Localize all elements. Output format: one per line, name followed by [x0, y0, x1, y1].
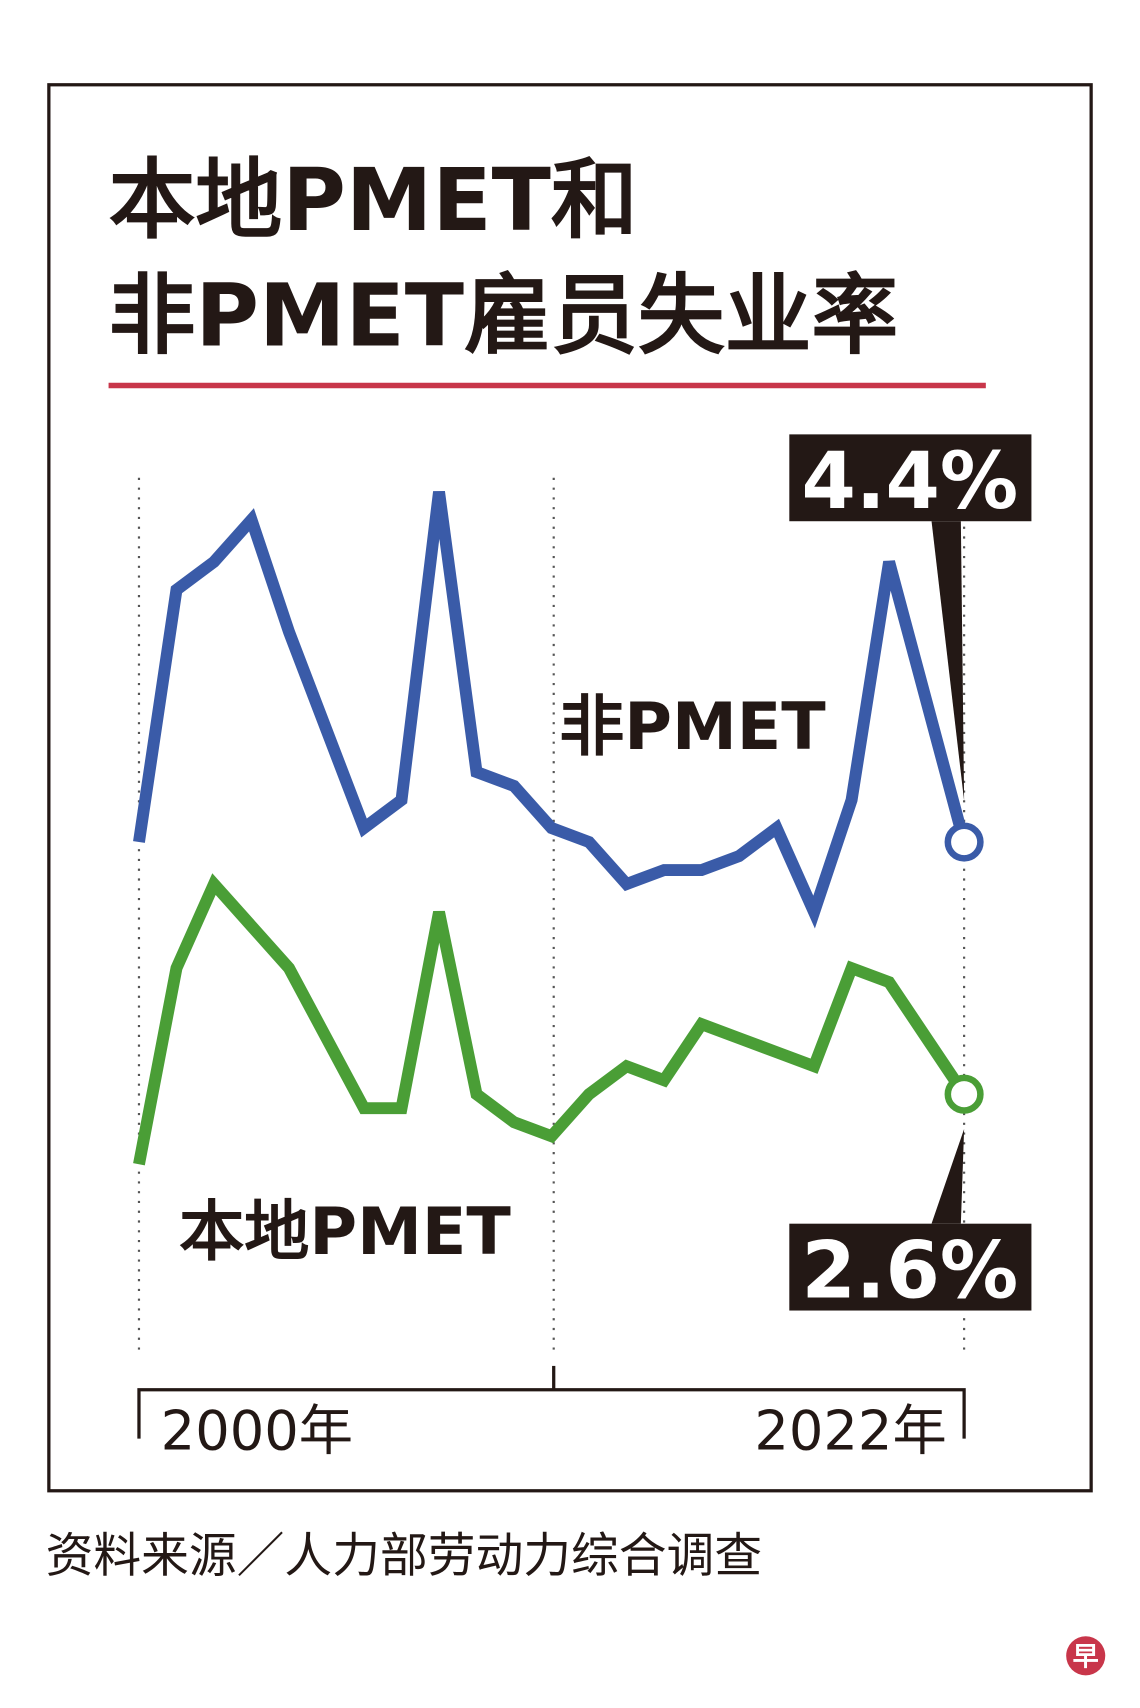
guides	[137, 477, 966, 1358]
chart-title: 非PMET雇员失业率	[109, 265, 899, 366]
callout-box	[789, 1223, 1032, 1311]
value-label: 2.6%	[801, 1226, 1018, 1317]
series-line	[133, 873, 970, 1166]
series-label: 非PMET	[559, 690, 826, 765]
callout-tail	[931, 1128, 965, 1224]
x-axis	[137, 1365, 966, 1439]
end-marker	[944, 1074, 984, 1114]
chart-title: 本地PMET和	[109, 150, 638, 251]
logo-text: 早	[1073, 1643, 1099, 1673]
source: 资料来源／人力部劳动力综合调查	[46, 1529, 762, 1584]
logo	[1066, 1636, 1106, 1676]
x-tick-label: 2022年	[754, 1400, 946, 1463]
series-label: 本地PMET	[179, 1195, 511, 1270]
series-line	[133, 491, 970, 929]
value-label: 4.4%	[801, 436, 1018, 527]
axis-bracket	[137, 1388, 966, 1439]
frame	[47, 83, 1093, 1493]
callout-box	[789, 434, 1032, 522]
x-tick-label: 2000年	[161, 1400, 353, 1463]
end-marker	[944, 822, 984, 862]
